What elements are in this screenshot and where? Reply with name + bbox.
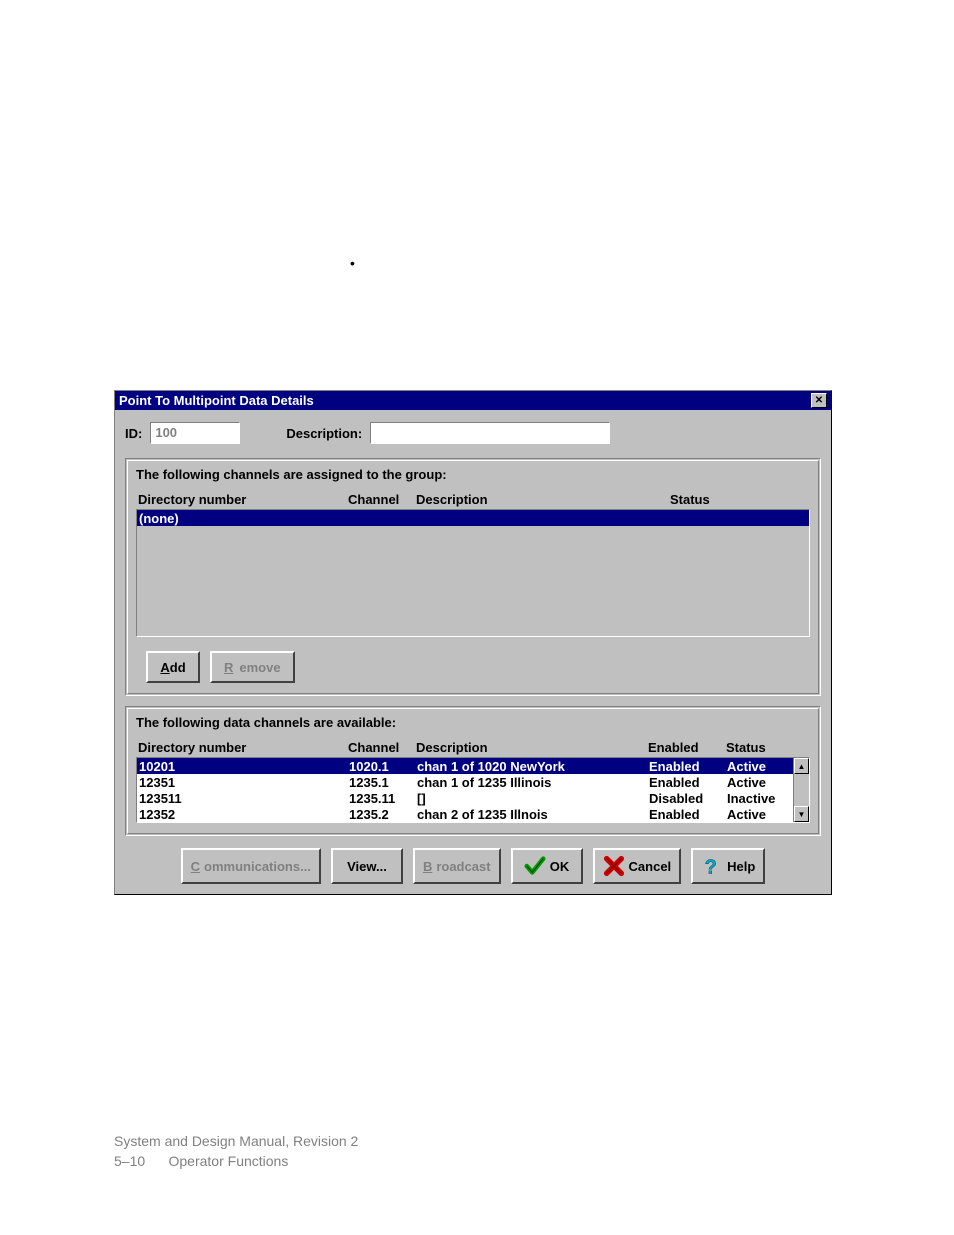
col-directory: Directory number: [138, 492, 348, 507]
ok-button[interactable]: OK: [511, 848, 583, 884]
assigned-group-label: The following channels are assigned to t…: [136, 467, 810, 482]
cell-directory: 12351: [139, 775, 349, 790]
col-channel: Channel: [348, 740, 416, 755]
cell-enabled: Enabled: [649, 759, 727, 774]
cell-status: Active: [727, 759, 797, 774]
remove-button: Remove: [210, 651, 295, 683]
cell-channel: 1020.1: [349, 759, 417, 774]
col-description: Description: [416, 492, 670, 507]
close-icon: ✕: [815, 396, 823, 406]
cell-channel: 1235.11: [349, 791, 417, 806]
cell-directory: (none): [139, 511, 349, 526]
cell-directory: 123511: [139, 791, 349, 806]
help-button[interactable]: ? Help: [691, 848, 765, 884]
cell-description: chan 1 of 1235 Illinois: [417, 775, 649, 790]
dialog-title: Point To Multipoint Data Details: [119, 393, 314, 408]
id-label: ID:: [125, 426, 142, 441]
footer-line1: System and Design Manual, Revision 2: [114, 1132, 358, 1152]
cell-description: chan 1 of 1020 NewYork: [417, 759, 649, 774]
scrollbar[interactable]: ▲ ▼: [793, 758, 809, 822]
available-group: The following data channels are availabl…: [125, 706, 821, 836]
ok-label: OK: [550, 859, 570, 874]
col-enabled: Enabled: [648, 740, 726, 755]
cell-channel: 1235.1: [349, 775, 417, 790]
cell-status: Active: [727, 775, 797, 790]
page-number: 5–10: [114, 1153, 145, 1169]
col-description: Description: [416, 740, 648, 755]
id-desc-row: ID: 100 Description:: [125, 422, 821, 444]
cancel-button[interactable]: Cancel: [593, 848, 682, 884]
titlebar: Point To Multipoint Data Details ✕: [115, 391, 831, 410]
cell-directory: 12352: [139, 807, 349, 822]
help-icon: ?: [701, 855, 723, 877]
list-item[interactable]: 10201 1020.1 chan 1 of 1020 NewYork Enab…: [137, 758, 809, 774]
footer-line2: 5–10 Operator Functions: [114, 1152, 358, 1172]
cell-enabled: Enabled: [649, 807, 727, 822]
dialog-body: ID: 100 Description: The following chann…: [115, 410, 831, 894]
assigned-columns: Directory number Channel Description Sta…: [136, 492, 810, 507]
col-status: Status: [726, 740, 796, 755]
list-item[interactable]: 12351 1235.1 chan 1 of 1235 Illinois Ena…: [137, 774, 809, 790]
list-item[interactable]: (none): [137, 510, 809, 526]
list-item[interactable]: 123511 1235.11 [] Disabled Inactive: [137, 790, 809, 806]
help-label: Help: [727, 859, 755, 874]
cell-description: []: [417, 791, 649, 806]
bullet-marker: •: [350, 255, 355, 271]
view-button[interactable]: View...: [331, 848, 403, 884]
svg-text:?: ?: [705, 856, 717, 877]
add-button[interactable]: Add: [146, 651, 200, 683]
section-name: Operator Functions: [169, 1153, 289, 1169]
list-item[interactable]: 12352 1235.2 chan 2 of 1235 Illnois Enab…: [137, 806, 809, 822]
col-directory: Directory number: [138, 740, 348, 755]
col-channel: Channel: [348, 492, 416, 507]
id-field[interactable]: 100: [150, 422, 240, 444]
cell-enabled: Disabled: [649, 791, 727, 806]
assigned-listbox[interactable]: (none): [136, 509, 810, 637]
broadcast-button: Broadcast: [413, 848, 501, 884]
available-listbox[interactable]: 10201 1020.1 chan 1 of 1020 NewYork Enab…: [136, 757, 810, 823]
available-group-label: The following data channels are availabl…: [136, 715, 810, 730]
communications-button: Communications...: [181, 848, 321, 884]
cancel-icon: [603, 855, 625, 877]
description-label: Description:: [286, 426, 362, 441]
description-field[interactable]: [370, 422, 610, 444]
cell-directory: 10201: [139, 759, 349, 774]
page-footer: System and Design Manual, Revision 2 5–1…: [114, 1132, 358, 1171]
cell-description: chan 2 of 1235 Illnois: [417, 807, 649, 822]
cell-status: Active: [727, 807, 797, 822]
scroll-down-icon[interactable]: ▼: [794, 806, 809, 822]
assigned-group: The following channels are assigned to t…: [125, 458, 821, 696]
assigned-buttons-row: Add Remove: [136, 651, 810, 683]
col-status: Status: [670, 492, 810, 507]
dialog-buttons: Communications... View... Broadcast OK C…: [125, 848, 821, 884]
cell-status: Inactive: [727, 791, 797, 806]
check-icon: [524, 855, 546, 877]
cell-enabled: Enabled: [649, 775, 727, 790]
cell-channel: 1235.2: [349, 807, 417, 822]
dialog: Point To Multipoint Data Details ✕ ID: 1…: [114, 390, 832, 895]
available-columns: Directory number Channel Description Ena…: [136, 740, 810, 755]
scroll-up-icon[interactable]: ▲: [794, 758, 809, 774]
close-button[interactable]: ✕: [811, 393, 827, 408]
cancel-label: Cancel: [629, 859, 672, 874]
